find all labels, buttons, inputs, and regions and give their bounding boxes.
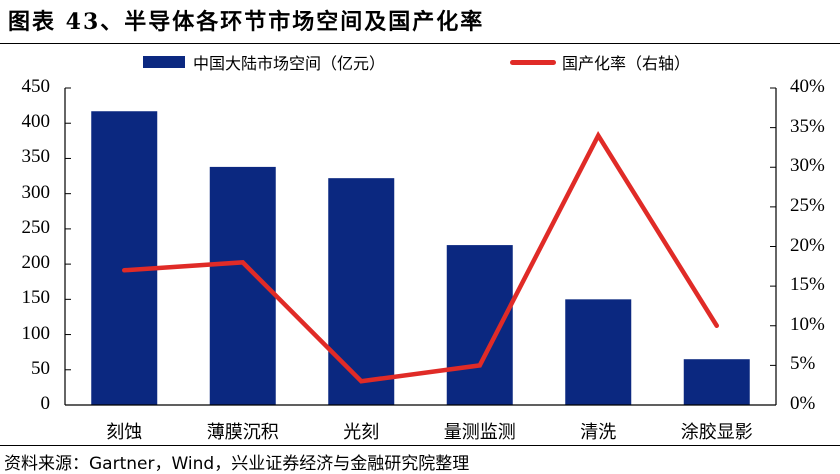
bar — [91, 111, 158, 405]
right-tick-label: 0% — [790, 393, 816, 414]
legend-line-label: 国产化率（右轴） — [562, 54, 691, 73]
source-note: 资料来源：Gartner，Wind，兴业证券经济与金融研究院整理 — [4, 454, 470, 474]
legend-bar-swatch — [143, 56, 185, 68]
left-tick-label: 450 — [21, 76, 51, 97]
left-tick-label: 400 — [21, 111, 51, 133]
left-tick-label: 150 — [21, 287, 51, 309]
x-axis-label: 清洗 — [580, 422, 617, 443]
bar — [565, 299, 632, 405]
right-tick-label: 20% — [790, 234, 825, 256]
left-tick-label: 200 — [21, 252, 51, 274]
left-tick-label: 350 — [21, 146, 51, 168]
legend-bar-label: 中国大陆市场空间（亿元） — [193, 54, 386, 73]
x-axis-label: 刻蚀 — [106, 422, 143, 443]
localization-rate-line — [122, 130, 719, 384]
right-tick-label: 30% — [790, 155, 825, 177]
legend-line-swatch — [510, 59, 556, 65]
left-tick-label: 0 — [40, 393, 51, 414]
left-tick-label: 300 — [21, 181, 51, 203]
chart-title: 图表 43、半导体各环节市场空间及国产化率 — [8, 9, 485, 35]
right-tick-label: 10% — [790, 313, 825, 335]
right-tick-label: 15% — [790, 274, 825, 296]
x-axis-label: 光刻 — [343, 422, 380, 443]
title-divider — [0, 43, 840, 44]
x-axis-label: 薄膜沉积 — [206, 422, 279, 443]
source-divider — [0, 445, 840, 446]
legend-item-line: 国产化率（右轴） — [510, 50, 690, 74]
bar — [328, 178, 395, 405]
right-tick-label: 25% — [790, 194, 825, 216]
left-tick-label: 50 — [31, 357, 50, 379]
x-axis-label: 量测监测 — [443, 422, 516, 443]
right-tick-label: 40% — [790, 76, 825, 97]
right-tick-label: 5% — [790, 353, 816, 375]
legend-item-bar: 中国大陆市场空间（亿元） — [143, 50, 385, 74]
bar — [683, 359, 750, 405]
left-tick-label: 250 — [21, 216, 51, 238]
left-tick-label: 100 — [21, 322, 51, 344]
right-tick-label: 35% — [790, 115, 825, 137]
x-axis-label: 涂胶显影 — [680, 422, 753, 443]
